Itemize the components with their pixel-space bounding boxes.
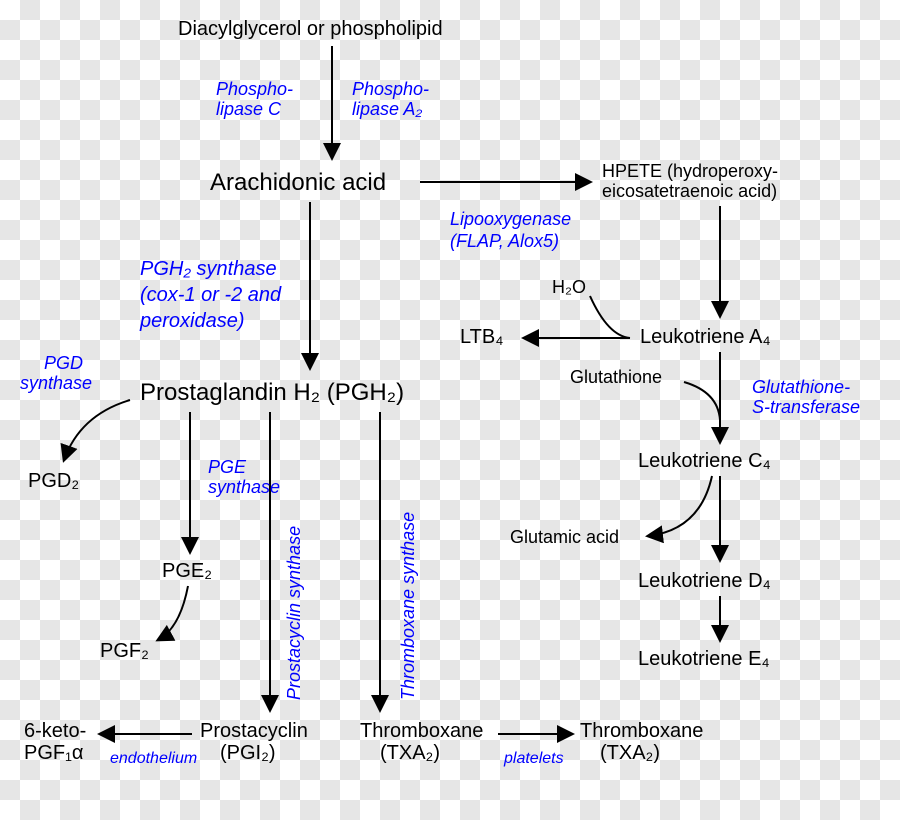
enzyme-lox1: Lipooxygenase	[450, 210, 571, 230]
enzyme-prosta: Prostacyclin synthase	[284, 420, 305, 700]
node-pgh2: Prostaglandin H₂ (PGH₂)	[140, 380, 404, 406]
node-pgi2: (PGI₂)	[220, 742, 276, 764]
enzyme-lox2: (FLAP, Alox5)	[450, 232, 559, 252]
node-ltc4: Leukotriene C₄	[638, 450, 771, 472]
node-h2o: H₂O	[552, 278, 586, 298]
node-keto2: PGF₁α	[24, 742, 83, 764]
enzyme-gst1: Glutathione-	[752, 378, 850, 398]
arrow-h2o-in	[590, 296, 630, 338]
enzyme-pges1: PGE	[208, 458, 246, 478]
enzyme-pla2: lipase A₂	[352, 100, 422, 120]
node-txa2: (TXA₂)	[380, 742, 440, 764]
arrow-pge2-pgf2	[158, 586, 188, 640]
node-ltd4: Leukotriene D₄	[638, 570, 771, 592]
arrow-ltc4-gluac	[648, 476, 712, 536]
node-hpete1: HPETE (hydroperoxy-	[602, 162, 778, 182]
enzyme-plc2: lipase C	[216, 100, 281, 120]
node-lta4: Leukotriene A₄	[640, 326, 770, 348]
arrow-glut-in	[684, 382, 720, 420]
pathway-diagram: Diacylglycerol or phospholipid Arachidoni…	[0, 0, 900, 820]
node-lte4: Leukotriene E₄	[638, 648, 770, 670]
enzyme-pghs1: PGH₂ synthase	[140, 258, 277, 280]
enzyme-plate: platelets	[504, 750, 564, 768]
enzyme-endo: endothelium	[110, 750, 197, 768]
node-start: Diacylglycerol or phospholipid	[178, 18, 443, 40]
node-pge2: PGE₂	[162, 560, 212, 582]
node-ltb4: LTB₄	[460, 326, 503, 348]
node-keto1: 6-keto-	[24, 720, 86, 742]
enzyme-pgds2: synthase	[20, 374, 92, 394]
node-txa1: Thromboxane	[360, 720, 483, 742]
enzyme-plc1: Phospho-	[216, 80, 293, 100]
node-glut: Glutathione	[570, 368, 662, 388]
node-hpete2: eicosatetraenoic acid)	[602, 182, 777, 202]
node-pgi1: Prostacyclin	[200, 720, 308, 742]
node-glutacid: Glutamic acid	[510, 528, 619, 548]
enzyme-pghs2: (cox-1 or -2 and	[140, 284, 281, 306]
enzyme-throm: Thromboxane synthase	[398, 420, 419, 700]
enzyme-pgds1: PGD	[44, 354, 83, 374]
enzyme-pges2: synthase	[208, 478, 280, 498]
arrow-pgh2-pgd2	[64, 400, 130, 460]
node-pgd2: PGD₂	[28, 470, 79, 492]
node-pgf2: PGF₂	[100, 640, 149, 662]
node-txb2: (TXA₂)	[600, 742, 660, 764]
enzyme-pghs3: peroxidase)	[140, 310, 245, 332]
enzyme-pla1: Phospho-	[352, 80, 429, 100]
node-txb1: Thromboxane	[580, 720, 703, 742]
enzyme-gst2: S-transferase	[752, 398, 860, 418]
node-arachidonic: Arachidonic acid	[210, 170, 386, 196]
